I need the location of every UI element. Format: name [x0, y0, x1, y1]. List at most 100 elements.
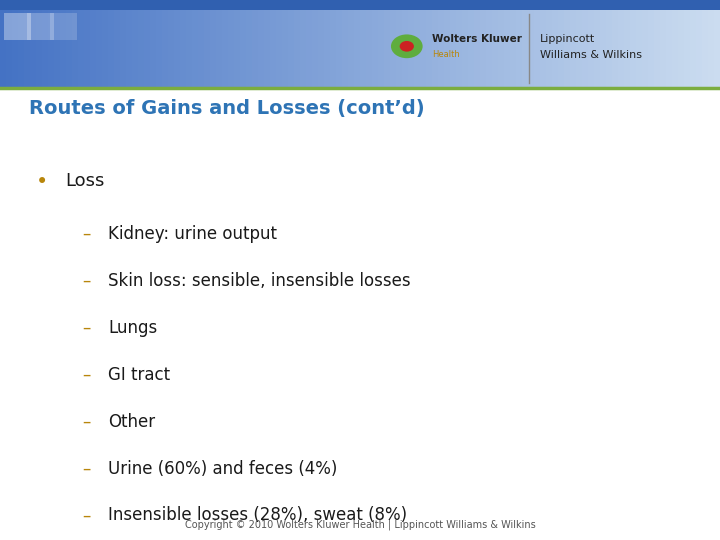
Bar	[576, 10, 582, 88]
Text: Urine (60%) and feces (4%): Urine (60%) and feces (4%)	[108, 460, 338, 477]
Bar	[42, 10, 48, 88]
Bar	[696, 10, 702, 88]
Bar	[318, 10, 324, 88]
Bar	[144, 10, 150, 88]
Bar	[390, 10, 396, 88]
Bar	[84, 10, 90, 88]
Bar	[642, 10, 648, 88]
Bar	[228, 10, 234, 88]
Bar	[78, 10, 84, 88]
Bar	[492, 10, 498, 88]
Bar	[516, 10, 522, 88]
Bar	[294, 10, 300, 88]
Bar	[27, 13, 54, 40]
Text: –: –	[82, 272, 91, 289]
Text: –: –	[82, 366, 91, 383]
Bar	[630, 10, 636, 88]
Bar	[600, 10, 606, 88]
Bar	[4, 13, 31, 40]
Bar	[384, 10, 390, 88]
Bar	[36, 10, 42, 88]
Text: –: –	[82, 507, 91, 524]
Text: Lippincott: Lippincott	[540, 34, 595, 44]
Text: Kidney: urine output: Kidney: urine output	[108, 225, 277, 242]
Bar	[714, 10, 720, 88]
Bar	[372, 10, 378, 88]
Bar	[108, 10, 114, 88]
Bar	[648, 10, 654, 88]
Text: •: •	[36, 172, 48, 192]
Bar	[90, 10, 96, 88]
Bar	[30, 10, 36, 88]
Bar	[96, 10, 102, 88]
Bar	[522, 10, 528, 88]
Bar	[570, 10, 576, 88]
Bar	[114, 10, 120, 88]
Bar	[282, 10, 288, 88]
Bar	[126, 10, 132, 88]
Bar	[276, 10, 282, 88]
Text: –: –	[82, 460, 91, 477]
Text: Skin loss: sensible, insensible losses: Skin loss: sensible, insensible losses	[108, 272, 410, 289]
Bar	[240, 10, 246, 88]
Bar	[660, 10, 666, 88]
Bar	[666, 10, 672, 88]
Bar	[402, 10, 408, 88]
Bar	[684, 10, 690, 88]
Bar	[348, 10, 354, 88]
Circle shape	[391, 35, 423, 58]
Bar	[168, 10, 174, 88]
Circle shape	[400, 41, 414, 52]
Bar	[54, 10, 60, 88]
Bar	[540, 10, 546, 88]
Bar	[270, 10, 276, 88]
Bar	[462, 10, 468, 88]
Bar	[366, 10, 372, 88]
Bar	[378, 10, 384, 88]
Bar	[594, 10, 600, 88]
Bar	[552, 10, 558, 88]
Bar	[486, 10, 492, 88]
Bar	[234, 10, 240, 88]
Bar	[636, 10, 642, 88]
Bar	[564, 10, 570, 88]
Bar	[504, 10, 510, 88]
Bar	[426, 10, 432, 88]
Bar	[612, 10, 618, 88]
Bar	[702, 10, 708, 88]
Bar	[420, 10, 426, 88]
Bar	[414, 10, 420, 88]
Bar	[138, 10, 144, 88]
Bar	[12, 10, 18, 88]
Bar	[300, 10, 306, 88]
Text: –: –	[82, 413, 91, 430]
Bar	[672, 10, 678, 88]
Bar	[216, 10, 222, 88]
Bar	[690, 10, 696, 88]
Bar	[498, 10, 504, 88]
Bar	[72, 10, 78, 88]
Bar	[210, 10, 216, 88]
Bar	[546, 10, 552, 88]
Bar	[264, 10, 270, 88]
Bar	[354, 10, 360, 88]
Bar	[50, 13, 77, 40]
Bar	[48, 10, 54, 88]
Bar	[606, 10, 612, 88]
Bar	[252, 10, 258, 88]
Bar	[396, 10, 402, 88]
Bar	[102, 10, 108, 88]
Bar	[528, 10, 534, 88]
Bar	[132, 10, 138, 88]
Bar	[618, 10, 624, 88]
Text: Copyright © 2010 Wolters Kluwer Health | Lippincott Williams & Wilkins: Copyright © 2010 Wolters Kluwer Health |…	[184, 520, 536, 530]
Bar	[474, 10, 480, 88]
Text: Routes of Gains and Losses (cont’d): Routes of Gains and Losses (cont’d)	[29, 99, 424, 118]
Bar	[120, 10, 126, 88]
Bar	[654, 10, 660, 88]
Bar	[24, 10, 30, 88]
Bar	[468, 10, 474, 88]
Text: Williams & Wilkins: Williams & Wilkins	[540, 50, 642, 60]
Bar	[588, 10, 594, 88]
Bar	[342, 10, 348, 88]
